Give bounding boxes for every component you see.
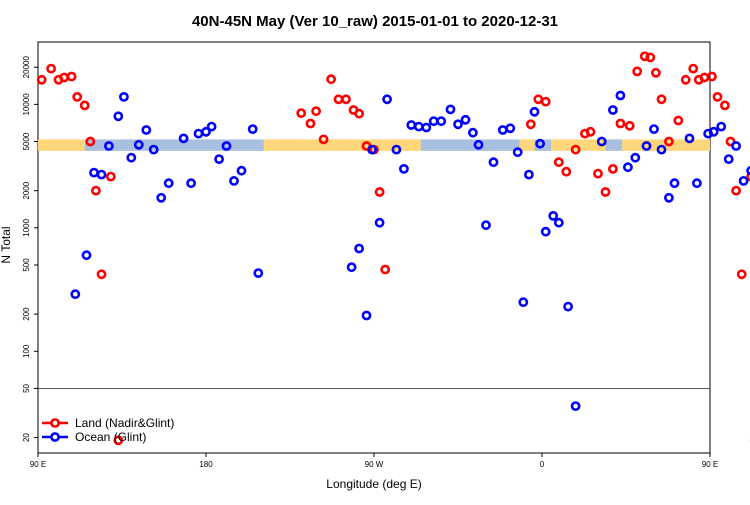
x-tick-label: 90 E [702, 460, 718, 469]
x-axis-label: Longitude (deg E) [326, 477, 421, 491]
y-tick-label: 100 [22, 344, 31, 358]
land-data-point [733, 187, 740, 194]
land-data-point [714, 93, 721, 100]
ocean-data-point [740, 177, 747, 184]
y-tick-label: 500 [22, 258, 31, 272]
plot-frame [38, 42, 710, 453]
x-tick-label: 180 [199, 460, 213, 469]
y-tick-label: 50 [22, 383, 31, 392]
y-tick-label: 20000 [22, 56, 31, 79]
chart-title: 40N-45N May (Ver 10_raw) 2015-01-01 to 2… [192, 13, 558, 30]
ocean-data-point [710, 128, 717, 135]
y-axis-label: N Total [0, 226, 13, 263]
plot-area [38, 42, 710, 453]
legend-label: Land (Nadir&Glint) [75, 416, 174, 430]
legend-label: Ocean (Glint) [75, 430, 146, 444]
y-tick-label: 1000 [22, 218, 31, 236]
land-data-point [721, 102, 728, 109]
y-tick-label: 20 [22, 433, 31, 442]
y-tick-label: 2000 [22, 181, 31, 199]
band-segment-land [520, 139, 535, 150]
y-tick-label: 5000 [22, 132, 31, 150]
land-data-point [708, 73, 715, 80]
band-segment-ocean [605, 139, 622, 150]
band-segment-land [38, 139, 85, 150]
x-tick-label: 90 W [365, 460, 384, 469]
land-data-point [738, 271, 745, 278]
ocean-data-point [725, 156, 732, 163]
legend-marker [51, 419, 58, 426]
ocean-data-point [718, 123, 725, 130]
ocean-data-point [733, 142, 740, 149]
x-tick-label: 0 [540, 460, 545, 469]
legend-marker [51, 433, 58, 440]
y-tick-label: 10000 [22, 93, 31, 116]
band-segment-ocean [421, 139, 520, 150]
y-tick-label: 200 [22, 307, 31, 321]
x-tick-label: 90 E [30, 460, 46, 469]
